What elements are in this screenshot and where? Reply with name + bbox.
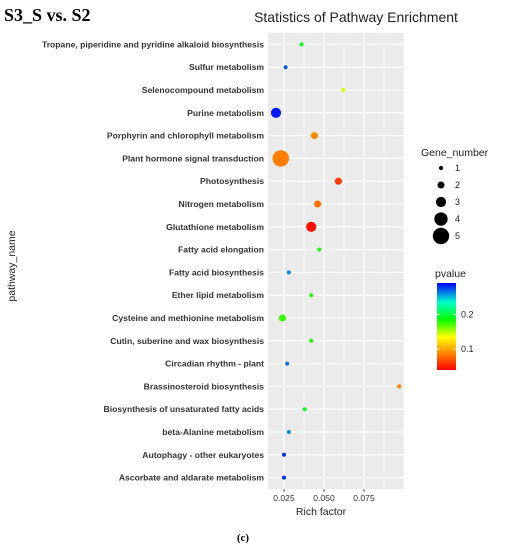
data-point xyxy=(299,42,304,47)
y-tick-label: Photosynthesis xyxy=(200,176,264,186)
y-tick-label: Ether lipid metabolism xyxy=(172,290,265,300)
data-point xyxy=(341,88,346,92)
y-tick-label: Glutathione metabolism xyxy=(166,222,264,232)
size-legend-dot xyxy=(435,196,447,208)
y-tick-label: Sulfur metabolism xyxy=(189,62,264,72)
data-point xyxy=(309,293,314,298)
y-tick-label: Autophagy - other eukaryotes xyxy=(142,450,264,460)
chart-title: Statistics of Pathway Enrichment xyxy=(254,9,458,25)
y-tick-label: beta-Alanine metabolism xyxy=(162,427,264,437)
data-point xyxy=(302,407,307,412)
size-legend-dot xyxy=(437,181,445,189)
plot-background xyxy=(268,33,404,489)
y-tick-label: Ascorbate and aldarate metabolism xyxy=(119,473,265,483)
data-point xyxy=(285,361,290,366)
y-tick-label: Selenocompound metabolism xyxy=(142,85,265,95)
panel-label: S3_S vs. S2 xyxy=(4,5,91,25)
data-point xyxy=(317,247,322,252)
y-tick-label: Fatty acid biosynthesis xyxy=(169,267,264,277)
pvalue-legend: pvalue 0.1 0.2 xyxy=(435,268,474,370)
pvalue-legend-title: pvalue xyxy=(435,268,466,280)
y-tick-label: Biosynthesis of unsaturated fatty acids xyxy=(104,404,265,414)
size-legend-dot xyxy=(432,227,450,245)
size-legend-label: 3 xyxy=(455,197,460,207)
pvalue-tick-label: 0.1 xyxy=(461,344,474,354)
pvalue-tick-label: 0.2 xyxy=(461,309,474,319)
x-tick-label: 0.050 xyxy=(313,493,335,503)
y-tick-label: Purine metabolism xyxy=(187,108,264,118)
size-legend-dot xyxy=(434,212,448,226)
y-tick-label: Plant hormone signal transduction xyxy=(122,153,264,163)
y-tick-label: Circadian rhythm - plant xyxy=(165,359,264,369)
data-point xyxy=(278,314,286,322)
figure-caption: (c) xyxy=(237,532,250,544)
size-legend-label: 1 xyxy=(455,163,460,173)
pvalue-colorbar xyxy=(437,283,456,370)
size-legend-label: 2 xyxy=(455,180,460,190)
data-point xyxy=(310,132,318,140)
size-legend-title: Gene_number xyxy=(421,147,489,159)
size-legend-label: 5 xyxy=(455,231,460,241)
data-point xyxy=(282,452,286,457)
data-point xyxy=(286,270,291,275)
y-axis-label: pathway_name xyxy=(6,230,18,301)
y-tick-label: Nitrogen metabolism xyxy=(179,199,265,209)
y-tick-label: Cysteine and methionine metabolism xyxy=(112,313,264,323)
size-legend-dot xyxy=(439,166,443,170)
size-legend: Gene_number 1 2 3 4 5 xyxy=(421,147,489,245)
data-point xyxy=(282,475,286,480)
data-point xyxy=(334,177,342,185)
data-point xyxy=(283,65,288,70)
size-legend-label: 4 xyxy=(455,214,460,224)
data-point xyxy=(397,384,402,389)
x-axis-label: Rich factor xyxy=(296,506,347,518)
y-tick-label: Cutin, suberine and wax biosynthesis xyxy=(110,336,264,346)
data-points xyxy=(270,42,402,480)
data-point xyxy=(272,150,289,167)
x-tick-label: 0.025 xyxy=(273,493,295,503)
y-tick-labels: Tropane, piperidine and pyridine alkaloi… xyxy=(42,39,264,482)
y-tick-label: Brassinosteroid biosynthesis xyxy=(144,381,265,391)
data-point xyxy=(314,200,322,208)
x-tick-label: 0.075 xyxy=(353,493,375,503)
x-tick-labels: 0.025 0.050 0.075 xyxy=(273,489,375,503)
data-point xyxy=(309,338,314,343)
y-tick-label: Fatty acid elongation xyxy=(178,245,264,255)
data-point xyxy=(270,107,282,118)
y-tick-label: Tropane, piperidine and pyridine alkaloi… xyxy=(42,39,264,49)
y-tick-label: Porphyrin and chlorophyll metabolism xyxy=(107,131,264,141)
data-point xyxy=(286,430,291,434)
data-point xyxy=(306,221,317,232)
